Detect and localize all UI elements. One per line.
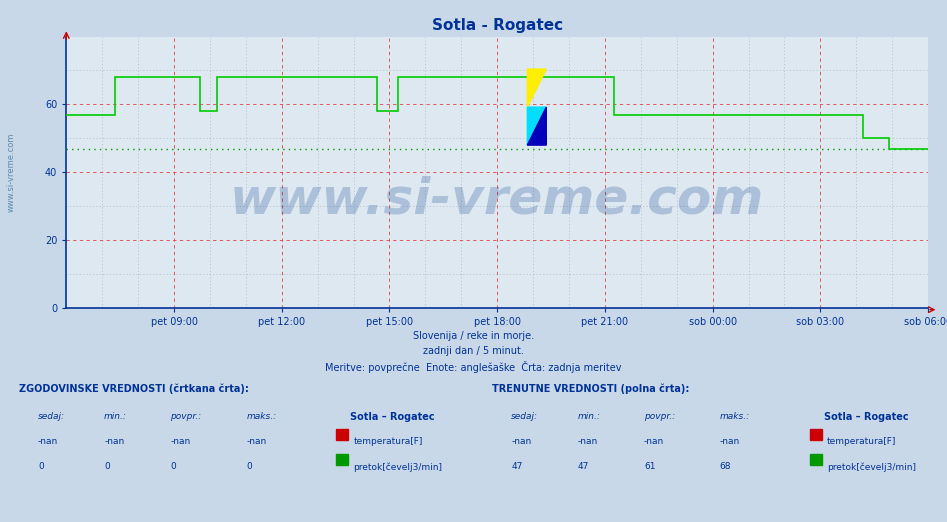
Text: Slovenija / reke in morje.: Slovenija / reke in morje. xyxy=(413,331,534,341)
Text: 0: 0 xyxy=(38,462,44,471)
Text: -nan: -nan xyxy=(246,437,266,446)
Text: 68: 68 xyxy=(720,462,731,471)
Text: povpr.:: povpr.: xyxy=(644,412,675,421)
Polygon shape xyxy=(527,69,546,107)
Text: 47: 47 xyxy=(511,462,523,471)
Text: -nan: -nan xyxy=(511,437,531,446)
Text: Sotla – Rogatec: Sotla – Rogatec xyxy=(824,412,908,422)
Text: ZGODOVINSKE VREDNOSTI (črtkana črta):: ZGODOVINSKE VREDNOSTI (črtkana črta): xyxy=(19,384,249,394)
Text: temperatura[F]: temperatura[F] xyxy=(353,437,422,446)
Text: Sotla – Rogatec: Sotla – Rogatec xyxy=(350,412,435,422)
Text: 61: 61 xyxy=(644,462,655,471)
Text: temperatura[F]: temperatura[F] xyxy=(827,437,896,446)
Text: www.si-vreme.com: www.si-vreme.com xyxy=(230,175,764,223)
Text: maks.:: maks.: xyxy=(720,412,750,421)
Text: 0: 0 xyxy=(246,462,252,471)
Text: pretok[čevelj3/min]: pretok[čevelj3/min] xyxy=(827,462,916,472)
Text: -nan: -nan xyxy=(170,437,190,446)
Text: min.:: min.: xyxy=(104,412,127,421)
Text: Meritve: povprečne  Enote: anglešaške  Črta: zadnja meritev: Meritve: povprečne Enote: anglešaške Črt… xyxy=(325,361,622,373)
Text: TRENUTNE VREDNOSTI (polna črta):: TRENUTNE VREDNOSTI (polna črta): xyxy=(492,384,689,394)
Text: min.:: min.: xyxy=(578,412,600,421)
Text: -nan: -nan xyxy=(644,437,664,446)
Polygon shape xyxy=(527,107,546,145)
Text: 47: 47 xyxy=(578,462,589,471)
Title: Sotla - Rogatec: Sotla - Rogatec xyxy=(432,18,563,32)
Text: -nan: -nan xyxy=(578,437,598,446)
Text: -nan: -nan xyxy=(38,437,58,446)
Text: maks.:: maks.: xyxy=(246,412,277,421)
Text: pretok[čevelj3/min]: pretok[čevelj3/min] xyxy=(353,462,442,472)
Text: sedaj:: sedaj: xyxy=(38,412,65,421)
Text: -nan: -nan xyxy=(104,437,124,446)
Text: povpr.:: povpr.: xyxy=(170,412,202,421)
Text: -nan: -nan xyxy=(720,437,740,446)
Text: www.si-vreme.com: www.si-vreme.com xyxy=(7,133,16,212)
Text: 0: 0 xyxy=(104,462,110,471)
Polygon shape xyxy=(527,107,546,145)
Text: sedaj:: sedaj: xyxy=(511,412,539,421)
Text: zadnji dan / 5 minut.: zadnji dan / 5 minut. xyxy=(423,346,524,356)
Text: 0: 0 xyxy=(170,462,176,471)
